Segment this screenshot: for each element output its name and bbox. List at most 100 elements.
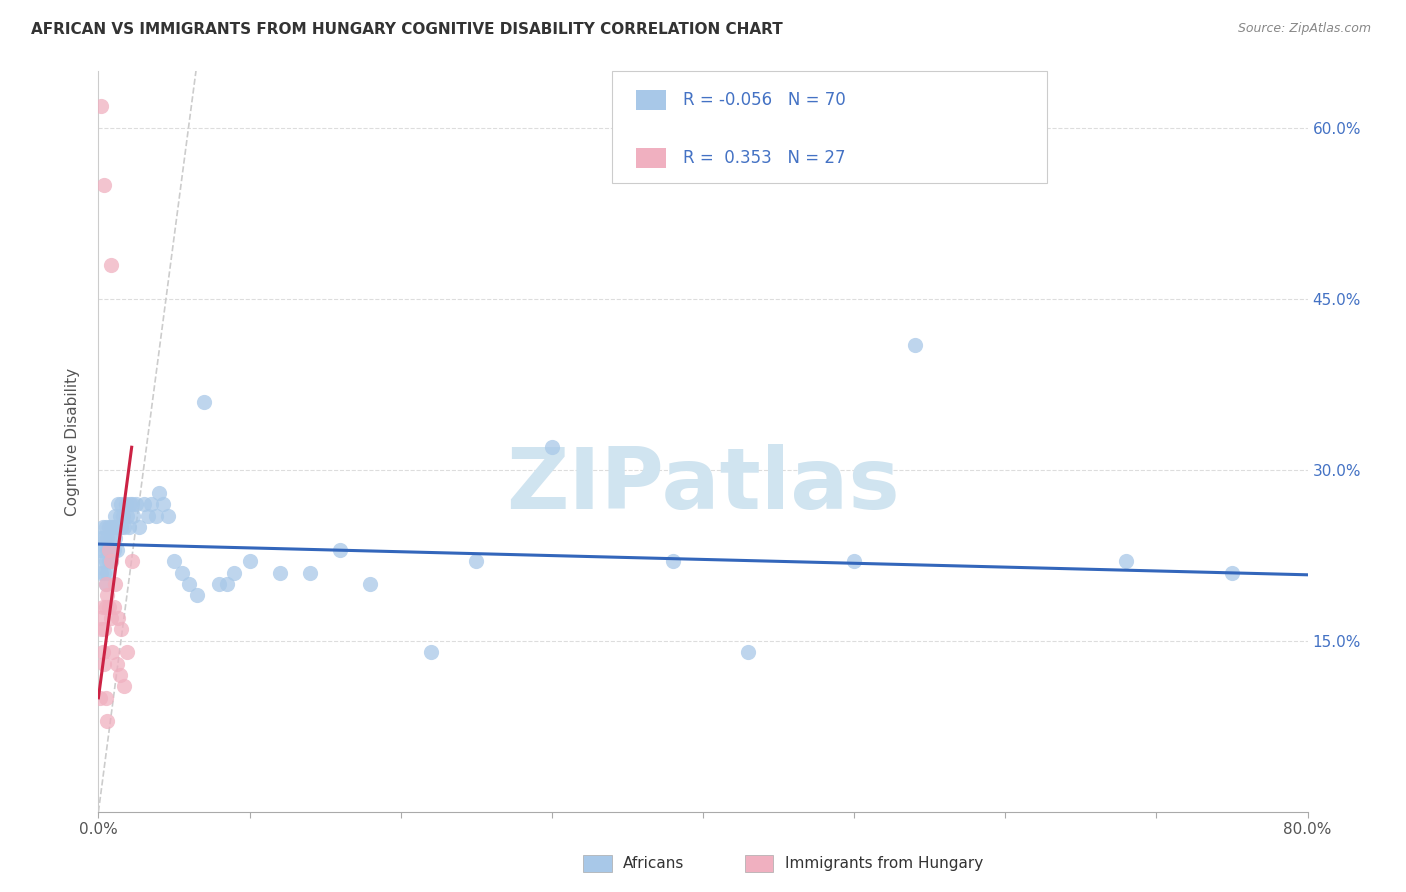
Point	[329, 542, 352, 557]
Point	[94, 577, 117, 591]
Y-axis label: Cognitive Disability: Cognitive Disability	[65, 368, 80, 516]
Point	[105, 542, 128, 557]
Text: ZIPatlas: ZIPatlas	[506, 444, 900, 527]
Point	[179, 577, 201, 591]
Point	[540, 440, 562, 454]
Text: R = -0.056   N = 70: R = -0.056 N = 70	[683, 91, 846, 109]
Point	[420, 645, 443, 659]
Point	[94, 520, 117, 534]
Point	[844, 554, 866, 568]
Point	[96, 714, 118, 728]
Point	[90, 623, 112, 637]
Point	[100, 258, 122, 272]
Point	[128, 520, 150, 534]
Point	[112, 680, 135, 694]
Point	[94, 599, 117, 614]
Point	[93, 542, 115, 557]
Point	[93, 566, 115, 580]
Point	[91, 520, 114, 534]
Point	[100, 611, 122, 625]
Point	[163, 554, 186, 568]
Point	[94, 690, 117, 705]
Point	[1220, 566, 1243, 580]
Text: Africans: Africans	[623, 856, 685, 871]
Point	[120, 497, 142, 511]
Point	[107, 611, 129, 625]
Point	[90, 98, 112, 112]
Point	[105, 520, 128, 534]
Point	[90, 566, 112, 580]
Point	[96, 542, 118, 557]
Point	[103, 520, 125, 534]
Point	[93, 657, 115, 671]
Point	[112, 520, 135, 534]
Point	[93, 532, 115, 546]
Point	[96, 588, 118, 602]
Point	[98, 554, 121, 568]
Point	[103, 599, 125, 614]
Point	[98, 542, 121, 557]
Point	[105, 657, 128, 671]
Text: AFRICAN VS IMMIGRANTS FROM HUNGARY COGNITIVE DISABILITY CORRELATION CHART: AFRICAN VS IMMIGRANTS FROM HUNGARY COGNI…	[31, 22, 783, 37]
Point	[115, 508, 138, 523]
Point	[121, 497, 143, 511]
Point	[269, 566, 291, 580]
Point	[152, 497, 174, 511]
Point	[661, 554, 683, 568]
Text: R =  0.353   N = 27: R = 0.353 N = 27	[683, 149, 846, 167]
Point	[91, 645, 114, 659]
Point	[110, 623, 132, 637]
Point	[104, 577, 127, 591]
Point	[101, 520, 124, 534]
Point	[136, 508, 159, 523]
Point	[360, 577, 382, 591]
Point	[98, 520, 121, 534]
Point	[145, 508, 167, 523]
Point	[90, 532, 112, 546]
Point	[98, 599, 121, 614]
Point	[96, 532, 118, 546]
Point	[904, 337, 927, 351]
Point	[215, 577, 238, 591]
Point	[132, 497, 155, 511]
Point	[239, 554, 262, 568]
Point	[104, 532, 127, 546]
Point	[93, 623, 115, 637]
Point	[465, 554, 488, 568]
Point	[94, 577, 117, 591]
Point	[108, 668, 131, 682]
Point	[118, 520, 141, 534]
Point	[170, 566, 193, 580]
Point	[111, 508, 134, 523]
Point	[125, 497, 148, 511]
Point	[1115, 554, 1137, 568]
Point	[186, 588, 208, 602]
Point	[101, 645, 124, 659]
Point	[89, 611, 111, 625]
Point	[98, 542, 121, 557]
Point	[107, 497, 129, 511]
Point	[141, 497, 163, 511]
Point	[156, 508, 179, 523]
Point	[100, 532, 122, 546]
Point	[104, 508, 127, 523]
Point	[89, 542, 111, 557]
Point	[94, 554, 117, 568]
Point	[96, 566, 118, 580]
Point	[193, 394, 215, 409]
Point	[110, 497, 132, 511]
Point	[91, 554, 114, 568]
Point	[93, 178, 115, 193]
Point	[148, 485, 170, 500]
Point	[91, 599, 114, 614]
Point	[103, 542, 125, 557]
Text: Immigrants from Hungary: Immigrants from Hungary	[785, 856, 983, 871]
Point	[89, 690, 111, 705]
Point	[737, 645, 759, 659]
Point	[100, 554, 122, 568]
Point	[108, 508, 131, 523]
Point	[208, 577, 231, 591]
Point	[121, 554, 143, 568]
Point	[114, 497, 136, 511]
Point	[299, 566, 322, 580]
